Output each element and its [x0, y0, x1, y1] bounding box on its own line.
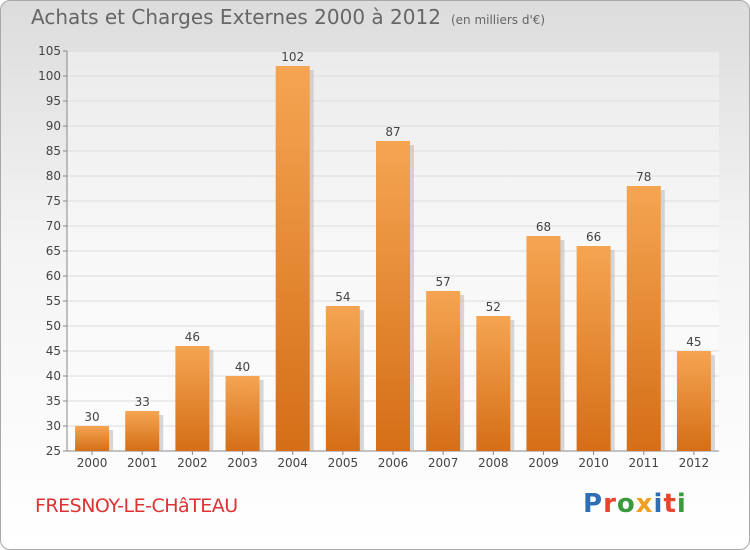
- bar: [275, 66, 310, 451]
- data-label: 57: [436, 275, 451, 289]
- data-label: 87: [385, 125, 400, 139]
- bar: [175, 346, 210, 451]
- x-tick-label: 2005: [328, 456, 359, 470]
- data-label: 102: [281, 50, 304, 64]
- bar: [476, 316, 511, 451]
- data-label: 33: [135, 395, 150, 409]
- y-tick-label: 50: [46, 319, 61, 333]
- logo-letter: r: [603, 489, 617, 519]
- bar: [426, 291, 461, 451]
- commune-name: FRESNOY-LE-CHâTEAU: [35, 495, 238, 517]
- bar: [125, 411, 160, 451]
- subtitle: (en milliers d'€): [450, 13, 546, 27]
- proxiti-logo: Proxiti: [583, 489, 687, 519]
- data-label: 46: [185, 330, 200, 344]
- x-tick-label: 2012: [679, 456, 710, 470]
- y-tick-label: 30: [46, 419, 61, 433]
- data-label: 78: [636, 170, 651, 184]
- bar: [376, 141, 410, 451]
- y-tick-label: 25: [46, 444, 61, 458]
- y-tick-label: 85: [46, 144, 61, 158]
- x-tick-label: 2009: [528, 456, 559, 470]
- y-tick-label: 90: [46, 119, 61, 133]
- y-tick-label: 65: [46, 244, 61, 258]
- x-tick-label: 2003: [227, 456, 258, 470]
- x-tick-label: 2001: [127, 456, 158, 470]
- y-tick-label: 55: [46, 294, 61, 308]
- y-tick-label: 70: [46, 219, 61, 233]
- y-tick-label: 35: [46, 394, 61, 408]
- x-tick-label: 2008: [478, 456, 509, 470]
- chart-title: Achats et Charges Externes 2000 à 2012 (e…: [31, 5, 545, 29]
- y-tick-label: 45: [46, 344, 61, 358]
- data-label: 45: [686, 335, 701, 349]
- bar: [576, 246, 611, 451]
- title-text: Achats et Charges Externes 2000 à 2012: [31, 5, 441, 29]
- logo-letter: o: [616, 489, 636, 519]
- logo-letter: x: [635, 489, 654, 519]
- x-tick-label: 2002: [177, 456, 208, 470]
- data-label: 30: [84, 410, 99, 424]
- logo-letter: i: [653, 489, 664, 519]
- bar: [325, 306, 360, 451]
- logo-letter: P: [583, 489, 604, 519]
- y-tick-label: 60: [46, 269, 61, 283]
- x-tick-label: 2007: [428, 456, 459, 470]
- data-label: 54: [335, 290, 350, 304]
- y-tick-label: 80: [46, 169, 61, 183]
- logo-letter: i: [676, 489, 687, 519]
- x-tick-label: 2004: [277, 456, 308, 470]
- y-tick-label: 100: [38, 69, 61, 83]
- y-tick-label: 40: [46, 369, 61, 383]
- data-label: 68: [536, 220, 551, 234]
- logo-letter: t: [663, 489, 677, 519]
- bar: [676, 351, 711, 451]
- data-label: 66: [586, 230, 601, 244]
- bar: [225, 376, 260, 451]
- bar: [75, 426, 110, 451]
- data-label: 40: [235, 360, 250, 374]
- data-label: 52: [486, 300, 501, 314]
- x-tick-label: 2010: [578, 456, 609, 470]
- y-tick-label: 105: [38, 44, 61, 58]
- bar: [526, 236, 561, 451]
- y-tick-label: 95: [46, 94, 61, 108]
- bar: [626, 186, 661, 451]
- x-tick-label: 2006: [378, 456, 409, 470]
- x-tick-label: 2011: [628, 456, 659, 470]
- y-tick-label: 75: [46, 194, 61, 208]
- x-tick-label: 2000: [77, 456, 108, 470]
